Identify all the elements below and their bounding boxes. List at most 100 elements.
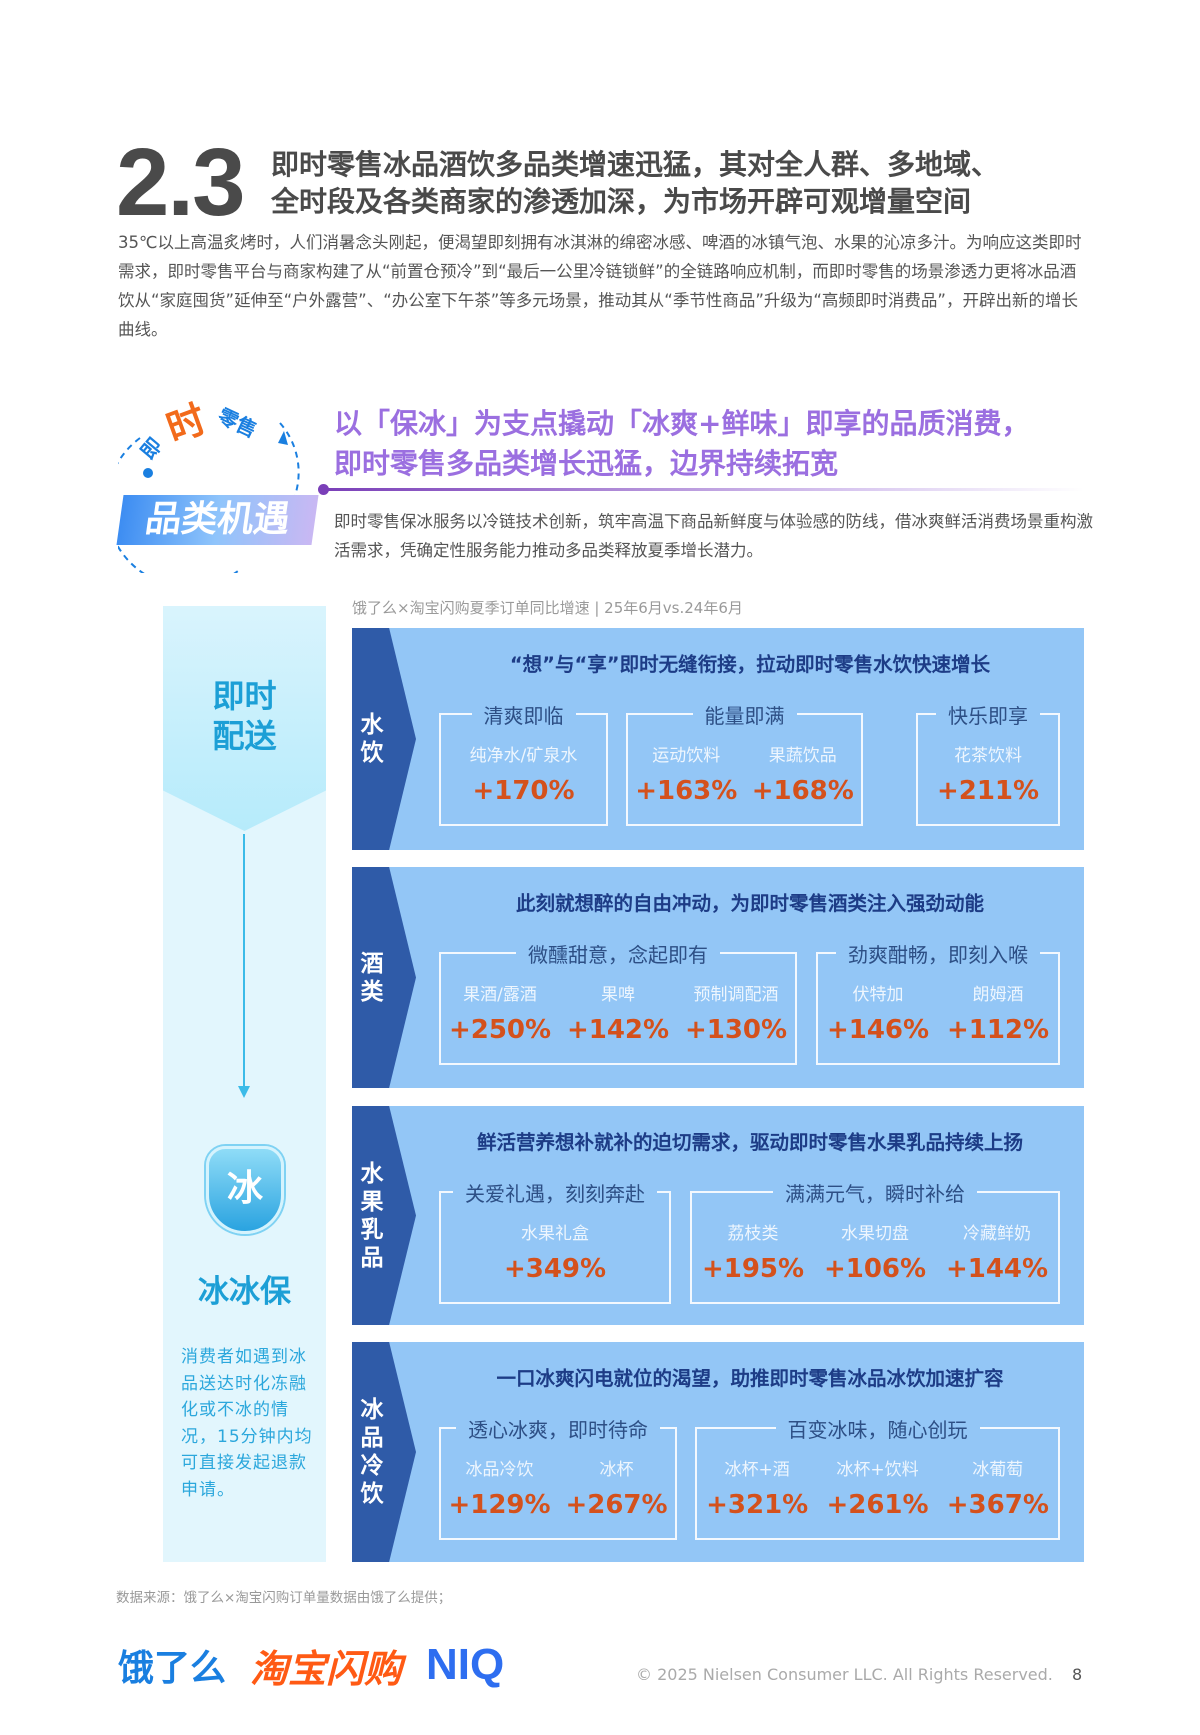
divider-dot: [318, 484, 329, 495]
metric-value: +170%: [472, 776, 575, 806]
metric-label: 冰杯+饮料: [836, 1460, 919, 1480]
panel-heading: 一口冰爽闪电就位的渴望，助推即时零售冰品冰饮加速扩容: [496, 1367, 1004, 1390]
metric-item: 冰杯 +267%: [565, 1455, 667, 1520]
subgroup-box: 微醺甜意，念起即有果酒/露酒 +250% 果啤 +142% 预制调配酒 +130%: [439, 939, 797, 1065]
metric-item: 果啤 +142%: [567, 980, 669, 1045]
column-header-bg: [163, 606, 326, 831]
metric-item: 果酒/露酒 +250%: [449, 980, 551, 1045]
metric-value: +146%: [826, 1015, 930, 1045]
section-title: 即时零售冰品酒饮多品类增速迅猛，其对全人群、多地域、 全时段及各类商家的渗透加深…: [271, 146, 1091, 220]
metric-item: 冷藏鲜奶 +144%: [946, 1219, 1048, 1284]
metric-label: 水果礼盒: [520, 1224, 589, 1244]
metric-item: 冰品冷饮 +129%: [448, 1455, 550, 1520]
subgroup-title: 快乐即享: [936, 700, 1040, 729]
highlight-title: 以「保冰」为支点撬动「冰爽+鲜味」即享的品质消费， 即时零售多品类增长迅猛，边界…: [334, 404, 1114, 484]
divider: [324, 488, 1084, 491]
footer-logos: 饿了么 淘宝闪购 NIQ: [118, 1640, 505, 1691]
section-number: 2.3: [116, 129, 245, 236]
category-opportunity-badge: 即 时 零售 品类机遇: [105, 393, 323, 589]
metric-item: 伏特加 +146%: [827, 980, 929, 1045]
metric-value: +129%: [448, 1490, 551, 1520]
metric-item: 荔枝类 +195%: [702, 1219, 804, 1284]
subgroup-title: 关爱礼遇，刻刻奔赴: [453, 1178, 657, 1207]
column-heading-line: 即时: [212, 677, 277, 715]
copyright: © 2025 Nielsen Consumer LLC. All Rights …: [636, 1665, 1053, 1684]
subgroup-title: 微醺甜意，念起即有: [516, 939, 720, 968]
subgroup-box: 清爽即临纯净水/矿泉水 +170%: [439, 700, 608, 826]
intro-paragraph: 35℃以上高温炙烤时，人们消暑念头刚起，便渴望即刻拥有冰淇淋的绵密冰感、啤酒的冰…: [118, 233, 1082, 339]
subgroup-title: 能量即满: [692, 700, 797, 729]
category-band: 冰品冷饮: [352, 1342, 416, 1562]
metric-value: +112%: [946, 1015, 1050, 1045]
category-label: 水果乳品: [360, 1160, 384, 1271]
metric-value: +261%: [826, 1490, 929, 1520]
metric-label: 果啤: [600, 985, 635, 1005]
category-panel: 水果乳品 鲜活营养想补就补的迫切需求，驱动即时零售水果乳品持续上扬 关爱礼遇，刻刻奔…: [352, 1106, 1084, 1325]
subgroup-title: 满满元气，瞬时补给: [773, 1178, 977, 1207]
section-title-line: 全时段及各类商家的渗透加深，为市场开辟可观增量空间: [271, 185, 972, 218]
highlight-text: 即时零售保冰服务以冷链技术创新，筑牢高温下商品新鲜度与体验感的防线，借冰爽鲜活消…: [334, 512, 1093, 560]
metric-label: 冰杯: [599, 1460, 634, 1480]
category-band: 酒类: [352, 867, 416, 1088]
metric-value: +168%: [751, 776, 854, 806]
subgroup-box: 关爱礼遇，刻刻奔赴水果礼盒 +349%: [439, 1178, 671, 1304]
highlight-title-line: 即时零售多品类增长迅猛，边界持续拓宽: [334, 447, 839, 480]
arrow-down-icon: [238, 1086, 250, 1098]
category-band: 水果乳品: [352, 1106, 416, 1325]
metric-label: 花茶饮料: [953, 746, 1022, 766]
metric-label: 纯净水/矿泉水: [469, 746, 578, 766]
category-label: 冰品冷饮: [360, 1397, 384, 1507]
metric-label: 冷藏鲜奶: [962, 1224, 1031, 1244]
category-panel: 酒类 此刻就想醉的自由冲动，为即时零售酒类注入强劲动能微醺甜意，念起即有果酒/露酒…: [352, 867, 1084, 1088]
subgroup-title: 清爽即临: [471, 700, 576, 729]
metric-label: 荔枝类: [727, 1224, 779, 1244]
subgroup-box: 能量即满运动饮料 +163% 果蔬饮品 +168%: [626, 700, 863, 826]
subgroup-title: 百变冰味，随心创玩: [775, 1414, 980, 1443]
metric-item: 预制调配酒 +130%: [685, 980, 787, 1045]
category-label: 水饮: [360, 712, 384, 766]
metric-value: +211%: [936, 776, 1040, 806]
taobao-shangou-logo: 淘宝闪购: [250, 1646, 403, 1691]
metric-value: +267%: [565, 1490, 668, 1520]
eleme-logo: 饿了么: [118, 1648, 227, 1689]
metric-value: +195%: [701, 1254, 805, 1284]
metric-label: 果酒/露酒: [463, 985, 537, 1005]
metric-item: 运动饮料 +163%: [635, 741, 737, 806]
subgroup-title: 劲爽酣畅，即刻入喉: [836, 939, 1040, 968]
service-description: 消费者如遇到冰品送达时化冻融化或不冰的情况，15分钟内均可直接发起退款申请。: [181, 1347, 313, 1500]
metric-value: +163%: [635, 776, 738, 806]
metric-item: 花茶饮料 +211%: [937, 741, 1039, 806]
subgroup-box: 劲爽酣畅，即刻入喉 伏特加 +146% 朗姆酒 +112%: [816, 939, 1060, 1065]
data-source: 数据来源：饿了么×淘宝闪购订单量数据由饿了么提供；: [116, 1590, 452, 1606]
niq-logo: NIQ: [426, 1640, 505, 1689]
metric-value: +321%: [706, 1490, 809, 1520]
service-name: 冰冰保: [198, 1274, 291, 1310]
page-number: 8: [1072, 1665, 1083, 1684]
subgroup-box: 透心冰爽，即时待命冰品冷饮 +129% 冰杯 +267%: [439, 1414, 677, 1540]
metric-label: 运动饮料: [652, 746, 721, 766]
metric-value: +367%: [946, 1490, 1049, 1520]
subgroup-title: 透心冰爽，即时待命: [456, 1414, 660, 1443]
category-band: 水饮: [352, 628, 416, 850]
column-heading: 即时 配送: [163, 676, 326, 756]
metric-label: 预制调配酒: [693, 985, 779, 1005]
subgroup-box: 百变冰味，随心创玩 冰杯+酒 +321% 冰杯+饮料 +261% 冰葡萄 +367%: [695, 1414, 1060, 1540]
metric-value: +349%: [503, 1254, 607, 1284]
metric-value: +130%: [684, 1015, 788, 1045]
section-title-line: 即时零售冰品酒饮多品类增速迅猛，其对全人群、多地域、: [271, 148, 1000, 181]
metric-item: 水果礼盒 +349%: [504, 1219, 606, 1284]
category-panel: 冰品冷饮 一口冰爽闪电就位的渴望，助推即时零售冰品冰饮加速扩容透心冰爽，即时待命冰…: [352, 1342, 1084, 1562]
metric-item: 冰杯+饮料 +261%: [826, 1455, 928, 1520]
metric-item: 冰杯+酒 +321%: [706, 1455, 808, 1520]
metric-value: +106%: [823, 1254, 927, 1284]
category-panel: 水饮 “想”与“享”即时无缝衔接，拉动即时零售水饮快速增长清爽即临纯净水/矿泉水 +…: [352, 628, 1084, 850]
panel-heading: 此刻就想醉的自由冲动，为即时零售酒类注入强劲动能: [515, 892, 984, 915]
instant-delivery-column: 即时 配送 冰 冰冰保 消费者如遇到冰品送达时化冻融化或不冰的情况，15分钟内均…: [163, 606, 326, 1562]
flow-line: [243, 834, 245, 1089]
metric-value: +250%: [448, 1015, 552, 1045]
metric-label: 果蔬饮品: [768, 746, 837, 766]
panel-heading: “想”与“享”即时无缝衔接，拉动即时零售水饮快速增长: [509, 653, 991, 676]
chart-caption: 饿了么×淘宝闪购夏季订单同比增速 | 25年6月vs.24年6月: [352, 599, 743, 617]
metric-value: +144%: [945, 1254, 1049, 1284]
category-label: 酒类: [360, 950, 384, 1005]
